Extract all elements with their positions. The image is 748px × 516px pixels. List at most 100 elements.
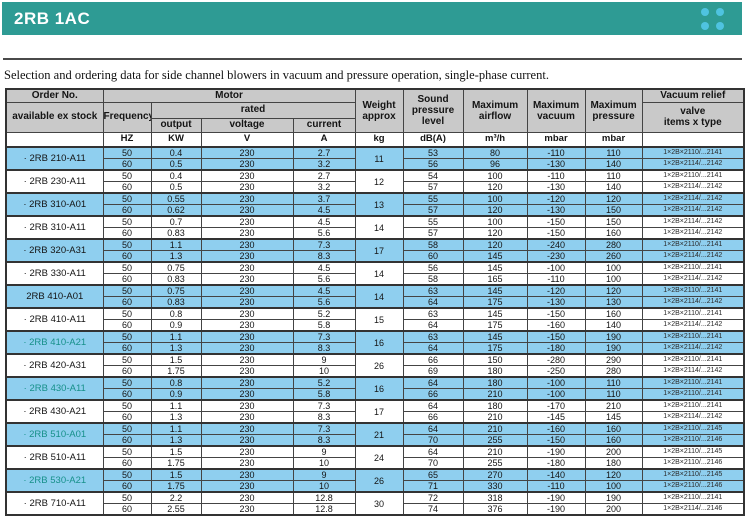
voltage-cell: 230 [200, 307, 294, 320]
output-cell: 1.5 [150, 445, 202, 458]
pressure-cell: 280 [584, 238, 643, 251]
current-cell: 7.3 [292, 399, 356, 412]
unit-kg: kg [354, 131, 404, 148]
voltage-cell: 230 [200, 296, 294, 309]
dot-icon [701, 8, 709, 16]
airflow-cell: 330 [462, 480, 528, 493]
table-row: · 2RB 430-A21 50 1.1 230 7.3 17 64 180 -170 210 1×… [5, 399, 745, 424]
voltage-cell: 230 [200, 227, 294, 240]
frequency-cell: 50 [102, 192, 152, 205]
pressure-cell: 110 [584, 376, 643, 389]
current-cell: 10 [292, 457, 356, 470]
voltage-cell: 230 [200, 319, 294, 332]
sound-level-cell: 64 [402, 399, 464, 412]
table-header: Order No. Motor Weight approx Sound pres… [5, 88, 745, 148]
airflow-cell: 210 [462, 445, 528, 458]
order-no-cell[interactable]: · 2RB 430-A11 [5, 376, 104, 401]
order-no-cell[interactable]: · 2RB 530-A21 [5, 468, 104, 493]
order-no-cell[interactable]: · 2RB 510-A01 [5, 422, 104, 447]
airflow-cell: 145 [462, 284, 528, 297]
pressure-cell: 150 [584, 204, 643, 217]
valve-type-cell: 1×2B×2110/...2145 [641, 468, 745, 481]
vacuum-cell: -150 [526, 330, 586, 343]
valve-type-cell: 1×2B×2110/...2141 [641, 238, 745, 251]
output-cell: 0.4 [150, 146, 202, 159]
unit-kw: KW [150, 131, 202, 148]
frequency-cell: 60 [102, 273, 152, 286]
voltage-cell: 230 [200, 215, 294, 228]
vacuum-cell: -280 [526, 353, 586, 366]
vacuum-cell: -110 [526, 169, 586, 182]
valve-type-cell: 1×2B×2114/...2142 [641, 215, 745, 228]
selection-table-wrap: Order No. Motor Weight approx Sound pres… [5, 88, 746, 516]
table-row: 60 1.75 230 10 70 255 -180 180 1×2B×2110/...2146 [6, 457, 745, 470]
order-no-cell: · 2RB 210-A11 [5, 146, 104, 171]
valve-type-cell: 1×2B×2110/...2146 [641, 434, 745, 447]
pressure-cell: 210 [584, 399, 643, 412]
vacuum-cell: -110 [526, 273, 586, 286]
voltage-cell: 230 [200, 181, 294, 194]
frequency-cell: 60 [102, 181, 152, 194]
current-cell: 8.3 [292, 434, 356, 447]
sound-level-cell: 58 [402, 238, 464, 251]
output-cell: 1.3 [150, 411, 202, 424]
col-rated: rated [150, 101, 356, 119]
current-cell: 5.2 [292, 376, 356, 389]
voltage-cell: 230 [200, 411, 294, 424]
output-cell: 1.5 [150, 468, 202, 481]
output-cell: 0.55 [150, 192, 202, 205]
vacuum-cell: -100 [526, 376, 586, 389]
output-cell: 0.9 [150, 388, 202, 401]
col-output: output [150, 117, 202, 133]
frequency-cell: 50 [102, 445, 152, 458]
pressure-cell: 140 [584, 181, 643, 194]
current-cell: 10 [292, 480, 356, 493]
output-cell: 0.5 [150, 158, 202, 171]
valve-type-cell: 1×2B×2114/...2142 [641, 296, 745, 309]
weight-cell: 12 [354, 169, 404, 194]
table-row: · 2RB 310-A01 50 0.55 230 3.7 13 55 100 -120 120 1… [5, 192, 745, 217]
voltage-cell: 230 [200, 445, 294, 458]
sound-level-cell: 54 [402, 169, 464, 182]
airflow-cell: 210 [462, 411, 528, 424]
airflow-cell: 180 [462, 376, 528, 389]
voltage-cell: 230 [200, 457, 294, 470]
valve-type-cell: 1×2B×2114/...2142 [641, 273, 745, 286]
table-row: · 2RB 330-A11 50 0.75 230 4.5 14 56 145 -100 100 1… [5, 261, 745, 286]
col-sound-level: Sound pressure level [402, 88, 464, 133]
table-row: 60 0.5 230 3.2 56 96 -130 140 1×2B×2114/...2142 [6, 158, 745, 171]
valve-type-cell: 1×2B×2110/...2141 [641, 491, 745, 504]
order-no-cell[interactable]: · 2RB 410-A21 [5, 330, 104, 355]
airflow-cell: 318 [462, 491, 528, 504]
horizontal-divider [3, 58, 742, 60]
unit-mbar-vacuum: mbar [526, 131, 586, 148]
current-cell: 3.2 [292, 181, 356, 194]
order-no-cell: · 2RB 430-A21 [5, 399, 104, 424]
output-cell: 0.83 [150, 273, 202, 286]
frequency-cell: 50 [102, 468, 152, 481]
unit-dba: dB(A) [402, 131, 464, 148]
pressure-cell: 150 [584, 215, 643, 228]
valve-type-cell: 1×2B×2114/...2142 [641, 365, 745, 378]
frequency-cell: 50 [102, 284, 152, 297]
vacuum-cell: -180 [526, 457, 586, 470]
valve-type-cell: 1×2B×2110/...2146 [641, 480, 745, 493]
pressure-cell: 140 [584, 319, 643, 332]
table-row: 60 0.62 230 4.5 57 120 -130 150 1×2B×2114/...214… [6, 204, 745, 217]
frequency-cell: 60 [102, 480, 152, 493]
valve-type-cell: 1×2B×2110/...2141 [641, 261, 745, 274]
table-row: · 2RB 710-A11 50 2.2 230 12.8 30 72 318 -190 190 1… [5, 491, 745, 516]
frequency-cell: 60 [102, 342, 152, 355]
current-cell: 4.5 [292, 215, 356, 228]
vacuum-cell: -130 [526, 204, 586, 217]
sound-level-cell: 55 [402, 192, 464, 205]
frequency-cell: 60 [102, 503, 152, 516]
voltage-cell: 230 [200, 376, 294, 389]
voltage-cell: 230 [200, 273, 294, 286]
selection-table: Order No. Motor Weight approx Sound pres… [5, 88, 746, 516]
vacuum-cell: -150 [526, 227, 586, 240]
airflow-cell: 120 [462, 227, 528, 240]
valve-type-cell: 1×2B×2114/...2142 [641, 250, 745, 263]
airflow-cell: 120 [462, 238, 528, 251]
valve-type-cell: 1×2B×2110/...2145 [641, 422, 745, 435]
